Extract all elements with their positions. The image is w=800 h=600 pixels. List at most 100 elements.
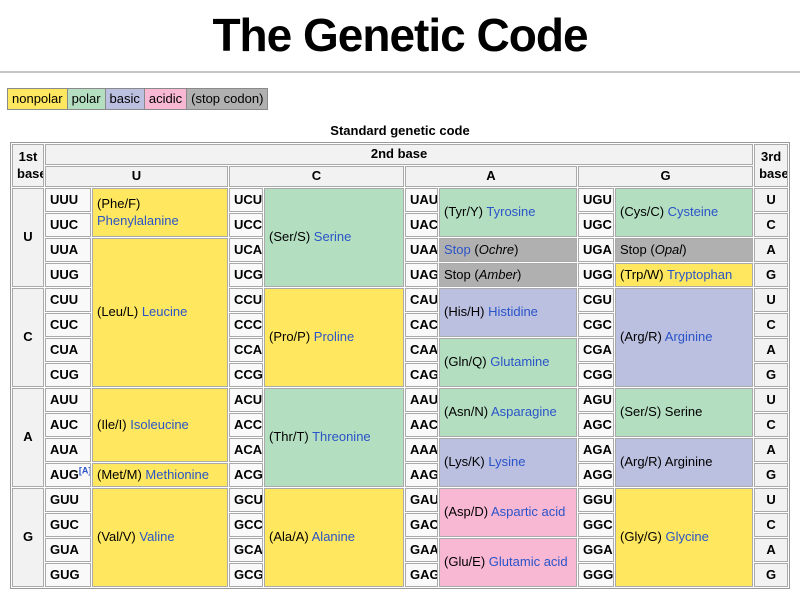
table-row: UUA (Leu/L) Leucine UCA UAA Stop (Ochre)… bbox=[12, 238, 789, 387]
amino-link-isoleucine[interactable]: Isoleucine bbox=[130, 416, 189, 432]
stop-variant: Opal bbox=[654, 241, 683, 257]
codon-AAC: AAC bbox=[405, 413, 438, 437]
codon-CGA: CGA bbox=[578, 338, 614, 362]
amino-cell-stop-opal: Stop (Opal) bbox=[615, 238, 754, 262]
amino-cell-histidine: (His/H) Histidine bbox=[439, 288, 577, 337]
amino-abbr: (Ala/A) bbox=[269, 529, 309, 545]
amino-cell-serine: (Ser/S) Serine bbox=[264, 188, 404, 287]
codon-ACG: ACG bbox=[229, 463, 263, 487]
codon-GUG: GUG bbox=[45, 563, 91, 587]
footnote-link-A[interactable]: [A] bbox=[78, 465, 91, 476]
header-second-base-A: A bbox=[405, 166, 577, 187]
amino-link-asparagine[interactable]: Asparagine bbox=[490, 404, 557, 420]
codon-GCG: GCG bbox=[229, 563, 263, 587]
amino-abbr: (Met/M) bbox=[97, 466, 142, 482]
codon-CCU: CCU bbox=[229, 288, 263, 312]
amino-abbr: (Arg/R) bbox=[620, 329, 662, 345]
amino-link-alanine[interactable]: Alanine bbox=[311, 529, 356, 545]
amino-abbr: (Cys/C) bbox=[620, 204, 665, 220]
amino-abbr: (Asp/D) bbox=[444, 504, 489, 520]
codon-UAA: UAA bbox=[405, 238, 438, 262]
amino-link-methionine[interactable]: Methionine bbox=[145, 466, 210, 482]
codon-AGA: AGA bbox=[578, 438, 614, 462]
amino-link-tryptophan[interactable]: Tryptophan bbox=[666, 266, 733, 282]
legend-acidic: acidic bbox=[143, 88, 188, 110]
amino-abbr: (Glu/E) bbox=[444, 554, 486, 570]
amino-link-aspartic-acid[interactable]: Aspartic acid bbox=[490, 504, 566, 520]
amino-link-tyrosine[interactable]: Tyrosine bbox=[486, 204, 536, 220]
codon-CUU: CUU bbox=[45, 288, 91, 312]
amino-link-serine[interactable]: Serine bbox=[313, 229, 352, 245]
codon-GCA: GCA bbox=[229, 538, 263, 562]
codon-UGU: UGU bbox=[578, 188, 614, 212]
amino-link-lysine[interactable]: Lysine bbox=[488, 454, 526, 470]
header-second-base: 2nd base bbox=[45, 144, 754, 165]
codon-CAC: CAC bbox=[405, 313, 438, 337]
table-row: C CUU CCU (Pro/P) Proline CAU (His/H) Hi… bbox=[12, 288, 789, 387]
codon-GAA: GAA bbox=[405, 538, 438, 562]
amino-abbr: (Arg/R) bbox=[620, 454, 662, 470]
codon-GCC: GCC bbox=[229, 513, 263, 537]
amino-abbr: (Pro/P) bbox=[269, 329, 311, 345]
codon-AUC: AUC bbox=[45, 413, 91, 437]
amino-abbr: (Gly/G) bbox=[620, 529, 662, 545]
amino-link-threonine[interactable]: Threonine bbox=[312, 429, 371, 445]
amino-link-phenylalanine[interactable]: Phenylalanine bbox=[97, 212, 179, 228]
legend-basic: basic bbox=[104, 88, 145, 110]
legend-nonpolar: nonpolar bbox=[7, 88, 68, 110]
amino-cell-threonine: (Thr/T) Threonine bbox=[264, 388, 404, 487]
codon-GUA: GUA bbox=[45, 538, 91, 562]
codon-UUU: UUU bbox=[45, 188, 91, 212]
amino-cell-serine-2: (Ser/S) Serine bbox=[615, 388, 754, 437]
table-row: U UUU (Phe/F) Phenylalanine UCU (Ser/S) … bbox=[12, 188, 789, 287]
amino-cell-valine: (Val/V) Valine bbox=[92, 488, 228, 587]
amino-abbr: (Trp/W) bbox=[620, 266, 664, 282]
third-base: A bbox=[754, 538, 789, 562]
third-base: C bbox=[754, 513, 789, 537]
third-base: U bbox=[754, 488, 789, 512]
title-divider bbox=[0, 71, 800, 73]
codon-AGG: AGG bbox=[578, 463, 614, 487]
amino-cell-methionine: (Met/M) Methionine bbox=[92, 463, 228, 487]
amino-cell-arginine-2: (Arg/R) Arginine bbox=[615, 438, 754, 487]
codon-CAU: CAU bbox=[405, 288, 438, 312]
table-row: AUA ACA AAA (Lys/K) Lysine AGA (Arg/R) A… bbox=[12, 438, 789, 487]
third-base: C bbox=[754, 213, 789, 237]
codon-UUA: UUA bbox=[45, 238, 91, 262]
stop-variant: Ochre bbox=[478, 241, 515, 257]
codon-GUU: GUU bbox=[45, 488, 91, 512]
codon-AAA: AAA bbox=[405, 438, 438, 462]
codon-UCA: UCA bbox=[229, 238, 263, 262]
header-third-base: 3rd base bbox=[754, 144, 789, 187]
table-row: AUG[A] (Met/M) Methionine ACG AAG AGG G bbox=[12, 463, 789, 487]
codon-UAG: UAG bbox=[405, 263, 438, 287]
stop-variant: Amber bbox=[478, 266, 518, 282]
amino-abbr: (Lys/K) bbox=[444, 454, 485, 470]
amino-name-plain: Arginine bbox=[664, 454, 713, 470]
codon-GUC: GUC bbox=[45, 513, 91, 537]
amino-cell-cysteine: (Cys/C) Cysteine bbox=[615, 188, 754, 237]
amino-link-glutamic-acid[interactable]: Glutamic acid bbox=[488, 554, 568, 570]
amino-cell-tryptophan: (Trp/W) Tryptophan bbox=[615, 263, 754, 287]
codon-GGU: GGU bbox=[578, 488, 614, 512]
codon-CCC: CCC bbox=[229, 313, 263, 337]
amino-link-cysteine[interactable]: Cysteine bbox=[667, 204, 719, 220]
codon-CCA: CCA bbox=[229, 338, 263, 362]
third-base: G bbox=[754, 563, 789, 587]
amino-link-glutamine[interactable]: Glutamine bbox=[490, 354, 550, 370]
table-row: CUC CCC CAC CGC C bbox=[12, 313, 789, 337]
amino-link-leucine[interactable]: Leucine bbox=[141, 304, 188, 320]
amino-link-arginine[interactable]: Arginine bbox=[664, 329, 713, 345]
third-base: G bbox=[754, 363, 789, 387]
stop-link[interactable]: Stop bbox=[444, 241, 471, 257]
table-row: AUC ACC AAC AGC C bbox=[12, 413, 789, 437]
legend-polar: polar bbox=[66, 88, 106, 110]
amino-link-proline[interactable]: Proline bbox=[313, 329, 355, 345]
amino-cell-leucine: (Leu/L) Leucine bbox=[92, 238, 228, 387]
amino-link-histidine[interactable]: Histidine bbox=[488, 304, 538, 320]
codon-GAC: GAC bbox=[405, 513, 438, 537]
table-row: CUA CCA CAA (Gln/Q) Glutamine CGA A bbox=[12, 338, 789, 387]
amino-link-glycine[interactable]: Glycine bbox=[665, 529, 709, 545]
amino-link-valine[interactable]: Valine bbox=[139, 529, 175, 545]
codon-UCG: UCG bbox=[229, 263, 263, 287]
